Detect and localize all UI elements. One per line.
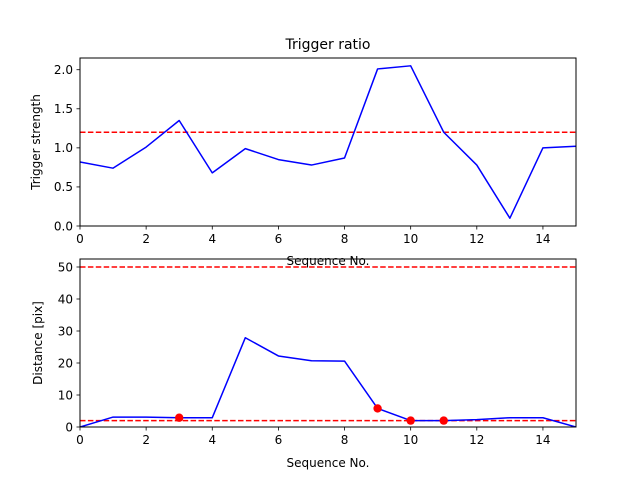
x-tick-label: 6 xyxy=(275,232,283,246)
x-tick-label: 10 xyxy=(403,232,418,246)
y-tick-label: 0.5 xyxy=(54,180,73,194)
y-tick-label: 1.5 xyxy=(54,102,73,116)
data-point-marker xyxy=(439,416,448,425)
plot-frame xyxy=(79,258,577,428)
axis-ticks: 0 2 4 6 8 10 12 14 0.0 0.5 1.0 1.5 2.0 xyxy=(54,63,551,246)
x-tick-label: 10 xyxy=(403,433,418,447)
plot-frame xyxy=(79,57,577,227)
x-tick-label: 14 xyxy=(535,232,550,246)
y-tick-label: 2.0 xyxy=(54,63,73,77)
y-tick-label: 30 xyxy=(58,324,73,338)
x-tick-label: 8 xyxy=(341,433,349,447)
data-point-marker xyxy=(406,416,415,425)
y-tick-label: 20 xyxy=(58,356,73,370)
y-tick-label: 0.0 xyxy=(54,219,73,233)
x-tick-label: 0 xyxy=(76,232,84,246)
series-line xyxy=(80,65,576,219)
x-tick-label: 2 xyxy=(142,232,150,246)
y-tick-label: 0 xyxy=(65,420,73,434)
x-tick-label: 6 xyxy=(275,433,283,447)
series-line xyxy=(80,336,576,427)
x-tick-label: 12 xyxy=(469,433,484,447)
plot-marks xyxy=(80,266,576,427)
trigger-ratio-plot: Trigger ratio 0 2 4 6 8 10 12 14 0.0 0.5 1.0 1.5 2.0… xyxy=(29,37,577,268)
x-tick-label: 8 xyxy=(341,232,349,246)
y-axis-label: Trigger strength xyxy=(29,94,43,191)
plot-area xyxy=(80,266,576,427)
y-axis-label: Distance [pix] xyxy=(31,301,45,385)
x-axis-label: Sequence No. xyxy=(287,254,370,268)
x-tick-label: 2 xyxy=(142,433,150,447)
x-tick-label: 4 xyxy=(208,433,216,447)
plot-title: Trigger ratio xyxy=(284,37,370,53)
distance-plot: 0 2 4 6 8 10 12 14 0 10 20 30 40 50 Sequence No. Dist… xyxy=(31,258,577,470)
x-tick-label: 14 xyxy=(535,433,550,447)
axis-ticks: 0 2 4 6 8 10 12 14 0 10 20 30 40 50 xyxy=(58,260,551,447)
y-tick-label: 50 xyxy=(58,260,73,274)
data-point-marker xyxy=(175,413,184,422)
x-tick-label: 4 xyxy=(208,232,216,246)
x-tick-label: 0 xyxy=(76,433,84,447)
x-axis-label: Sequence No. xyxy=(287,456,370,470)
plot-area xyxy=(80,65,576,219)
y-tick-label: 40 xyxy=(58,292,73,306)
y-tick-label: 1.0 xyxy=(54,141,73,155)
x-tick-label: 12 xyxy=(469,232,484,246)
plot-marks xyxy=(80,65,576,219)
data-point-marker xyxy=(373,404,382,413)
y-tick-label: 10 xyxy=(58,388,73,402)
